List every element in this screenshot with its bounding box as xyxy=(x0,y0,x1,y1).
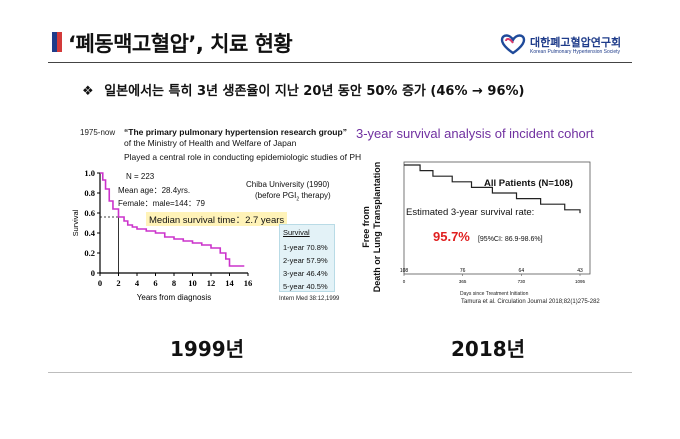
left-x-tick-label: 12 xyxy=(207,278,216,288)
page-title: ‘폐동맥고혈압’, 치료 현황 xyxy=(68,32,293,56)
flag-icon xyxy=(52,32,62,52)
study-org: of the Ministry of Health and Welfare of… xyxy=(124,138,297,148)
survival-table-head: Survival xyxy=(283,228,310,237)
right-x-tick-label: 730 xyxy=(518,279,526,284)
survival-row-3: 3-year 46.4% xyxy=(283,269,328,278)
left-y-tick-label: 1.0 xyxy=(84,168,95,178)
female-male-ratio: Female：male=144：79 xyxy=(118,199,205,208)
right-citation: Tamura et al. Circulation Journal 2018;8… xyxy=(461,299,600,305)
left-x-tick-label: 4 xyxy=(135,278,140,288)
left-x-tick-label: 10 xyxy=(188,278,197,288)
bottom-divider xyxy=(48,372,632,373)
left-y-tick-label: 0 xyxy=(91,268,95,278)
left-survival-curve xyxy=(100,172,245,267)
chiba-therapy-label: (before PGI2 therapy) xyxy=(255,191,331,203)
survival-row-4: 5-year 40.5% xyxy=(283,282,328,291)
survival-row-1: 1-year 70.8% xyxy=(283,243,328,252)
year-1999: 1999년 xyxy=(170,337,245,361)
right-survival-chart: 108 76 64 43 0 365 730 1095 xyxy=(400,161,591,284)
right-plot-frame xyxy=(403,161,591,275)
estimate-label: Estimated 3-year survival rate: xyxy=(406,207,535,218)
survival-table: Survival 1-year 70.8% 2-year 57.9% 3-yea… xyxy=(279,224,335,292)
left-xlabel: Years from diagnosis xyxy=(137,293,211,302)
study-title: “The primary pulmonary hypertension rese… xyxy=(124,127,347,137)
estimate-value: 95.7% [95%CI: 86.9-98.6%] xyxy=(433,229,543,244)
left-x-tick-label: 8 xyxy=(172,278,176,288)
summary-text: 일본에서는 특히 3년 생존율이 지난 20년 동안 50% 증가 (46% →… xyxy=(104,84,525,99)
left-y-tick-label: 0.2 xyxy=(84,248,95,258)
left-x-tick-label: 2 xyxy=(116,278,120,288)
right-x-tick-label: 0 xyxy=(403,279,406,284)
at-risk-count: 43 xyxy=(577,268,583,274)
n-count: N = 223 xyxy=(126,172,155,181)
left-x-tick-label: 6 xyxy=(153,278,157,288)
left-y-tick-label: 0.6 xyxy=(84,208,95,218)
left-y-tick-label: 0.8 xyxy=(84,188,95,198)
right-ylabel: Free from Death or Lung Transplantation xyxy=(361,161,382,293)
right-chart-title: 3-year survival analysis of incident coh… xyxy=(356,126,594,141)
right-x-tick-label: 1095 xyxy=(575,279,586,284)
all-patients-label: All Patients (N=108) xyxy=(484,178,573,189)
mean-age: Mean age：28.4yrs. xyxy=(118,186,191,195)
left-survival-chart: 0 0.2 0.4 0.6 0.8 1.0 0 2 4 6 8 10 12 14 16 Years from … xyxy=(71,168,253,302)
right-x-tick-label: 365 xyxy=(459,279,467,284)
society-logo-subtext: Korean Pulmonary Hypertension Society xyxy=(530,49,621,55)
header-divider xyxy=(48,62,632,63)
left-citation: Intern Med 38:12,1999 xyxy=(279,296,340,302)
study-period: 1975-now xyxy=(80,128,116,137)
study-role: Played a central role in conducting epid… xyxy=(124,152,362,162)
survival-row-2: 2-year 57.9% xyxy=(283,256,328,265)
left-y-tick-label: 0.4 xyxy=(84,228,95,238)
left-x-tick-label: 14 xyxy=(225,278,234,288)
left-x-tick-label: 0 xyxy=(98,278,102,288)
right-xlabel: Days since Treatment Initiation xyxy=(460,291,529,297)
society-logo-text: 대한폐고혈압연구회 xyxy=(530,36,622,49)
left-ylabel: Survival xyxy=(71,209,80,236)
at-risk-count: 108 xyxy=(400,268,409,274)
bullet-diamond-icon: ❖ xyxy=(82,84,94,99)
right-survival-curve xyxy=(404,164,581,214)
at-risk-count: 76 xyxy=(460,268,466,274)
year-2018: 2018년 xyxy=(451,337,526,361)
left-x-tick-label: 16 xyxy=(244,278,253,288)
at-risk-count: 64 xyxy=(519,268,525,274)
society-logo-icon xyxy=(500,34,526,55)
summary-bullet: ❖ 일본에서는 특히 3년 생존율이 지난 20년 동안 50% 증가 (46%… xyxy=(82,80,524,99)
chiba-label: Chiba University (1990) xyxy=(246,180,330,189)
median-survival-label: Median survival time：2.7 years xyxy=(146,212,288,226)
